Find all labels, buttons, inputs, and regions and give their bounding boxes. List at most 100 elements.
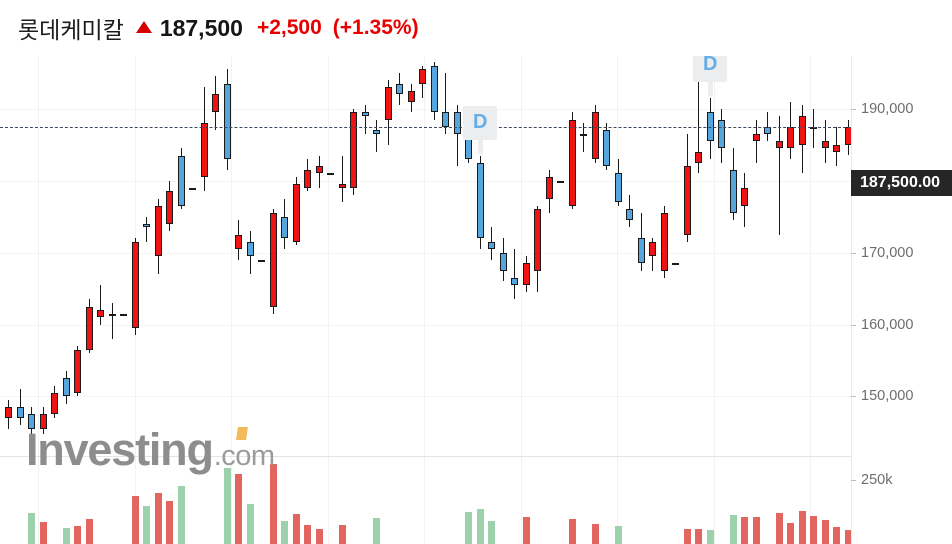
candle-body xyxy=(683,166,691,235)
volume-bar xyxy=(522,517,530,544)
candle-body xyxy=(39,414,47,429)
candle-body xyxy=(281,216,289,239)
volume-bar xyxy=(246,503,254,544)
candle-body xyxy=(5,407,13,419)
candle-body xyxy=(764,126,772,134)
dividend-badge-label: D xyxy=(463,105,498,140)
candle-body xyxy=(74,349,82,393)
candle-body xyxy=(672,263,680,266)
last-price-line xyxy=(0,126,851,128)
dividend-marker[interactable]: D xyxy=(693,56,728,96)
candle-body xyxy=(177,155,185,206)
dividend-marker[interactable]: D xyxy=(463,105,498,154)
candle-wick xyxy=(100,284,102,325)
volume-bar xyxy=(591,523,599,544)
volume-bar xyxy=(74,526,82,544)
horizontal-gridline xyxy=(0,180,851,182)
candle-body xyxy=(660,213,668,271)
candle-body xyxy=(419,69,427,84)
vertical-gridline xyxy=(714,56,715,544)
volume-bar xyxy=(28,512,36,544)
up-triangle-icon xyxy=(135,21,152,33)
pane-separator xyxy=(0,456,851,457)
price-axis-label: 170,000 xyxy=(861,244,914,261)
volume-bar xyxy=(729,515,737,544)
candle-body xyxy=(304,169,312,188)
vertical-gridline xyxy=(231,56,232,544)
candle-body xyxy=(729,169,737,214)
candle-body xyxy=(695,151,703,163)
candle-wick xyxy=(376,119,378,152)
horizontal-gridline xyxy=(0,396,851,398)
vertical-gridline xyxy=(38,56,39,544)
vertical-gridline xyxy=(617,56,618,544)
candle-body xyxy=(545,177,553,199)
volume-axis-tick xyxy=(851,480,856,482)
candle-body xyxy=(258,259,266,262)
candle-wick xyxy=(583,123,585,152)
candle-body xyxy=(649,241,657,257)
volume-bar xyxy=(62,528,70,544)
volume-bar xyxy=(695,528,703,544)
chart-header: 롯데케미칼 187,500 +2,500 (+1.35%) xyxy=(0,0,952,56)
candle-body xyxy=(534,209,542,271)
candle-body xyxy=(775,141,783,149)
candle-body xyxy=(718,119,726,149)
candle-body xyxy=(821,141,829,149)
price-axis-label: 150,000 xyxy=(861,388,914,405)
volume-bar xyxy=(373,517,381,544)
volume-bar xyxy=(775,512,783,544)
candle-wick xyxy=(778,115,780,235)
volume-bar xyxy=(833,526,841,544)
candle-body xyxy=(108,313,116,316)
volume-bar xyxy=(143,506,151,544)
volume-bar xyxy=(131,495,139,544)
volume-bar xyxy=(338,524,346,544)
dividend-marker-stem xyxy=(477,139,483,154)
candle-body xyxy=(741,187,749,206)
volume-bar xyxy=(223,468,231,544)
candle-body xyxy=(189,187,197,190)
page-title: 롯데케미칼 xyxy=(18,17,124,43)
volume-bar xyxy=(269,464,277,544)
candle-body xyxy=(120,313,128,316)
candle-body xyxy=(476,162,484,239)
volume-bar xyxy=(281,520,289,544)
price-axis-label: 190,000 xyxy=(861,100,914,117)
volume-bar xyxy=(488,521,496,544)
candle-body xyxy=(338,184,346,188)
candle-body xyxy=(246,241,254,257)
change-percent-value: (+1.35%) xyxy=(332,16,419,39)
vertical-gridline xyxy=(521,56,522,544)
horizontal-gridline xyxy=(0,108,851,110)
candle-wick xyxy=(364,105,366,134)
candle-body xyxy=(522,263,530,285)
volume-bar xyxy=(85,519,93,544)
candle-body xyxy=(62,378,70,397)
candle-body xyxy=(166,191,174,224)
volume-bar xyxy=(304,524,312,544)
chart-plot-area[interactable]: D D Investing .com xyxy=(0,56,851,544)
candle-body xyxy=(154,205,162,257)
candle-body xyxy=(16,407,24,419)
candle-body xyxy=(269,213,277,307)
candle-body xyxy=(396,83,404,95)
candle-body xyxy=(787,126,795,149)
candle-body xyxy=(511,277,519,285)
candle-body xyxy=(28,414,36,429)
candle-wick xyxy=(111,302,113,339)
price-axis-tick xyxy=(851,252,856,254)
candle-body xyxy=(315,166,323,174)
vertical-gridline xyxy=(424,56,425,544)
candle-body xyxy=(85,306,93,350)
volume-bar xyxy=(39,522,47,544)
volume-bar xyxy=(568,519,576,544)
candle-body xyxy=(557,180,565,183)
candlestick-chart[interactable]: DD Investing .com 190,000180,000170,0001… xyxy=(0,56,952,544)
dividend-badge-label: D xyxy=(693,56,728,82)
candle-body xyxy=(430,65,438,113)
candle-body xyxy=(442,112,450,127)
axis-divider xyxy=(851,56,852,544)
candle-body xyxy=(591,112,599,160)
